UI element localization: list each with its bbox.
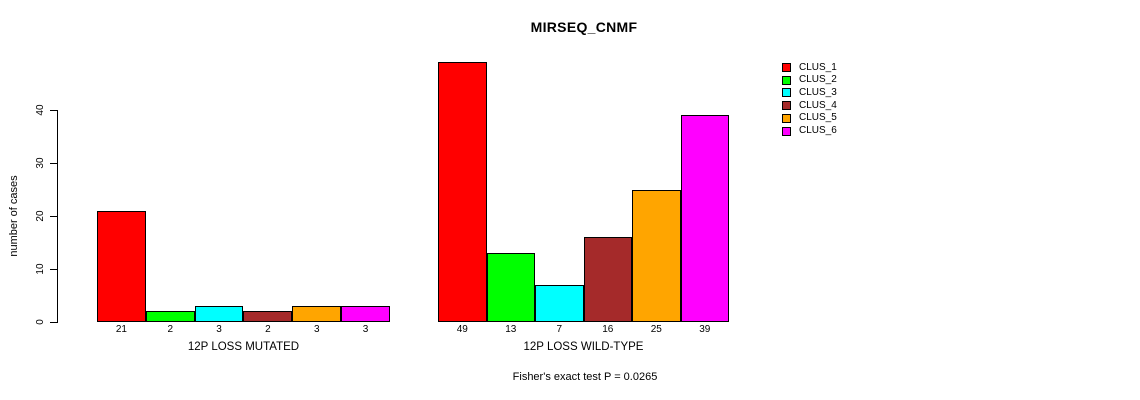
legend-label: CLUS_1 (799, 61, 837, 73)
y-tick-label: 0 (35, 319, 46, 325)
chart-title: MIRSEQ_CNMF (530, 19, 638, 35)
bar-clus_2 (486, 253, 535, 322)
y-tick-mark (50, 269, 57, 270)
bar-clus_3 (194, 306, 244, 322)
legend-label: CLUS_4 (799, 99, 837, 111)
bar-clus_6 (680, 115, 729, 322)
bar-clus_5 (292, 306, 342, 322)
fisher-test-annotation: Fisher's exact test P = 0.0265 (512, 371, 658, 383)
bar-value-label: 7 (556, 324, 563, 335)
bar-value-label: 3 (362, 324, 369, 335)
legend-swatch-clus_2 (782, 75, 791, 85)
bar-value-label: 21 (115, 324, 127, 335)
bar-clus_5 (632, 189, 681, 322)
bar-value-label: 2 (265, 324, 271, 335)
bar-clus_3 (535, 284, 584, 322)
y-tick-label: 40 (35, 104, 46, 116)
legend-swatch-clus_6 (782, 126, 791, 136)
bar-value-label: 25 (650, 324, 662, 335)
y-tick-label: 30 (35, 157, 46, 169)
bar-value-label: 2 (167, 324, 174, 335)
y-tick-label: 20 (35, 210, 46, 222)
y-tick-label: 10 (35, 263, 46, 275)
bar-clus_6 (341, 306, 390, 322)
legend-label: CLUS_6 (799, 125, 837, 136)
group-x-axis-label: 12P LOSS WILD-TYPE (523, 341, 644, 353)
bar-value-label: 3 (313, 324, 320, 335)
y-tick-mark (50, 110, 57, 111)
legend-label: CLUS_5 (799, 112, 837, 124)
bar-value-label: 16 (602, 324, 614, 335)
bar-clus_4 (583, 237, 632, 322)
y-tick-mark (50, 322, 57, 323)
legend-label: CLUS_3 (799, 86, 837, 98)
bar-value-label: 13 (505, 324, 517, 335)
bar-value-label: 49 (456, 324, 468, 335)
legend-label: CLUS_2 (799, 74, 837, 86)
y-tick-mark (50, 216, 57, 217)
y-tick-mark (50, 163, 57, 164)
y-axis-line (57, 110, 58, 323)
bar-value-label: 39 (699, 324, 711, 335)
y-axis-title: number of cases (8, 175, 20, 257)
bar-clus_1 (438, 62, 487, 322)
legend-swatch-clus_5 (782, 113, 791, 123)
bar-value-label: 3 (216, 324, 222, 335)
bar-clus_1 (97, 210, 146, 322)
bar-clus_2 (145, 311, 195, 322)
bar-clus_4 (243, 311, 293, 322)
legend-swatch-clus_3 (782, 88, 791, 98)
legend-swatch-clus_1 (782, 63, 791, 72)
legend-swatch-clus_4 (782, 101, 791, 111)
group-x-axis-label: 12P LOSS MUTATED (187, 341, 300, 353)
